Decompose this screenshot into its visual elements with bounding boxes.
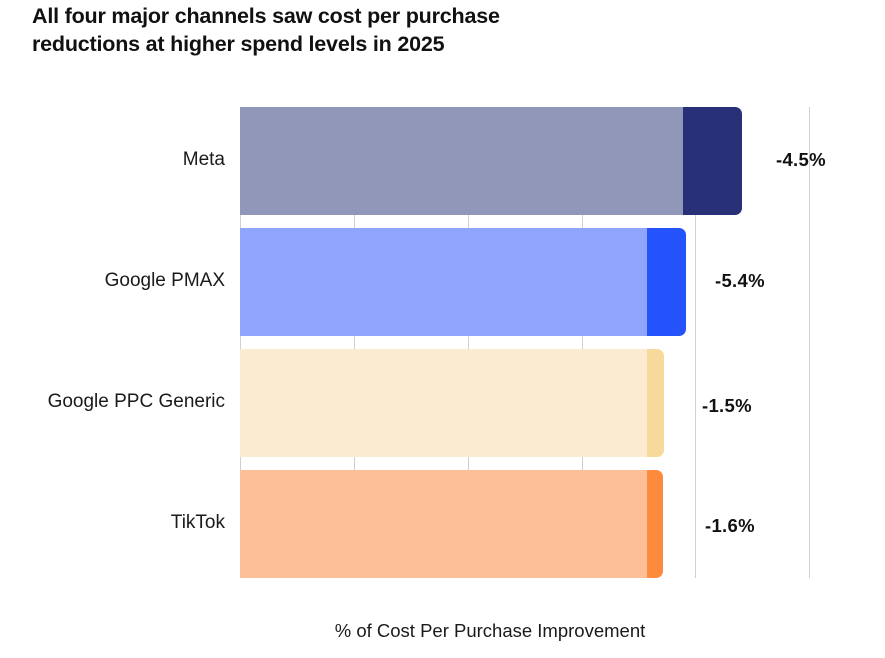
bar-meta-accent	[683, 107, 742, 215]
category-label-google-ppc-generic: Google PPC Generic	[47, 391, 225, 412]
gridline	[809, 107, 810, 578]
bar-tiktok-accent	[647, 470, 663, 578]
bar-tiktok	[240, 470, 663, 578]
gridline	[695, 107, 696, 578]
gridline	[582, 107, 583, 578]
chart-title: All four major channels saw cost per pur…	[32, 4, 500, 56]
x-axis-label: % of Cost Per Purchase Improvement	[334, 620, 646, 641]
bar-google-ppc-generic-accent	[647, 349, 664, 457]
bar-google-pmax-base	[240, 228, 647, 336]
bar-meta	[240, 107, 742, 215]
gridline	[354, 107, 355, 578]
bar-google-ppc-generic	[240, 349, 664, 457]
bar-meta-base	[240, 107, 683, 215]
gridline	[240, 107, 241, 578]
gridline	[468, 107, 469, 578]
category-label-tiktok: TikTok	[170, 512, 225, 533]
bar-google-pmax	[240, 228, 686, 336]
bar-google-pmax-accent	[647, 228, 686, 336]
category-label-google-pmax: Google PMAX	[104, 270, 225, 291]
value-label-tiktok: -1.6%	[705, 515, 755, 536]
category-label-meta: Meta	[182, 149, 225, 170]
value-label-google-pmax: -5.4%	[715, 270, 765, 291]
bar-tiktok-base	[240, 470, 647, 578]
value-label-google-ppc-generic: -1.5%	[702, 395, 752, 416]
bar-google-ppc-generic-base	[240, 349, 647, 457]
value-label-meta: -4.5%	[776, 149, 826, 170]
